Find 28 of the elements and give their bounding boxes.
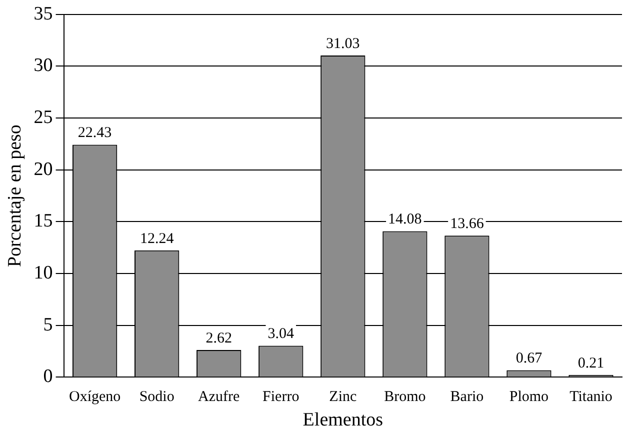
data-label: 31.03 [326, 36, 360, 52]
y-tick-label: 0 [43, 366, 53, 388]
x-tick-label: Bario [450, 389, 484, 406]
y-tick-label: 5 [43, 314, 53, 336]
x-tick-label: Azufre [198, 389, 240, 406]
y-axis-title: Porcentaje en peso [4, 124, 26, 268]
data-label: 13.66 [450, 216, 484, 232]
y-tick-label: 15 [34, 210, 53, 232]
x-axis-title: Elementos [302, 410, 383, 431]
data-label: 0.21 [578, 355, 604, 372]
data-label: 22.43 [78, 125, 112, 142]
data-label: 12.24 [140, 230, 174, 247]
x-tick-label: Zinc [329, 389, 357, 406]
x-tick-label: Bromo [384, 389, 426, 406]
data-label: 0.67 [516, 350, 543, 367]
x-tick-label: Oxígeno [68, 389, 121, 406]
y-tick-label: 35 [34, 3, 53, 24]
y-tick-label: 30 [34, 55, 53, 76]
y-tick-label: 10 [34, 262, 53, 284]
data-label: 3.04 [268, 326, 295, 342]
y-tick-label: 25 [34, 107, 53, 128]
data-label: 2.62 [206, 330, 232, 346]
data-label: 14.08 [388, 212, 422, 228]
x-tick-label: Fierro [262, 389, 300, 406]
x-tick-label: Sodio [139, 389, 174, 406]
y-tick-label: 20 [34, 158, 53, 180]
x-tick-label: Plomo [509, 389, 549, 406]
x-tick-label: Titanio [570, 389, 612, 406]
